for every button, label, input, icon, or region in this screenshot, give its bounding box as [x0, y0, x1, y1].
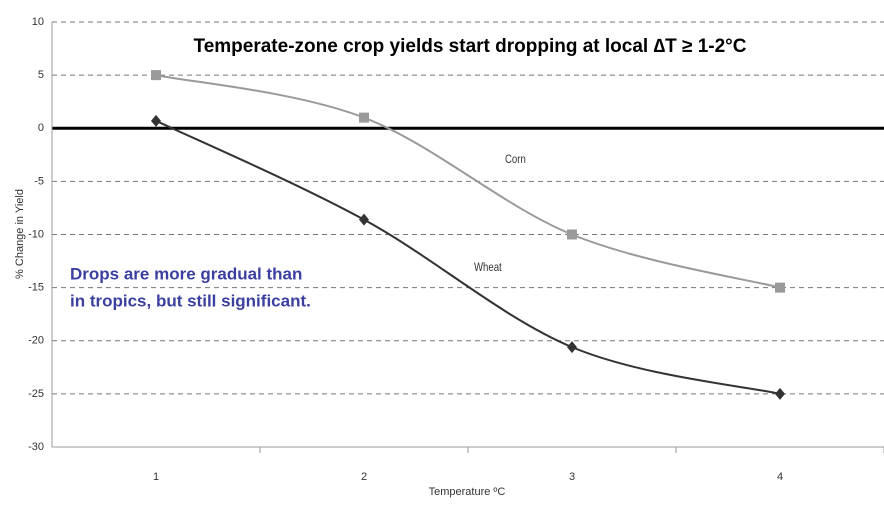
y-tick-label: 5 — [38, 69, 44, 81]
chart-title: Temperate-zone crop yields start droppin… — [194, 36, 747, 57]
series-label: Wheat — [474, 261, 502, 274]
annotation: Drops are more gradual than — [70, 264, 302, 283]
marker — [359, 112, 369, 123]
marker — [775, 387, 785, 400]
marker — [151, 70, 161, 81]
marker — [359, 213, 369, 226]
marker — [775, 282, 785, 293]
y-tick-label: -20 — [28, 335, 44, 347]
x-axis-label: Temperature ºC — [429, 486, 506, 498]
y-tick-label: -30 — [28, 441, 44, 453]
line — [155, 74, 781, 289]
series-label: Corn — [505, 153, 526, 166]
y-axis-label: % Change in Yield — [14, 189, 26, 279]
marker — [151, 114, 161, 127]
y-tick-label: 0 — [38, 122, 44, 134]
y-tick-label: -15 — [28, 282, 44, 294]
x-tick-label: 1 — [153, 471, 159, 483]
y-tick-label: -5 — [34, 175, 44, 187]
x-tick-label: 2 — [361, 471, 367, 483]
x-tick-label: 4 — [777, 471, 783, 483]
line — [155, 119, 781, 395]
x-tick-label: 3 — [569, 471, 575, 483]
y-tick-label: -25 — [28, 388, 44, 400]
y-tick-label: 10 — [32, 16, 44, 28]
marker — [567, 229, 577, 240]
annotation: in tropics, but still significant. — [70, 291, 311, 310]
marker — [567, 341, 577, 354]
y-tick-label: -10 — [28, 228, 44, 240]
